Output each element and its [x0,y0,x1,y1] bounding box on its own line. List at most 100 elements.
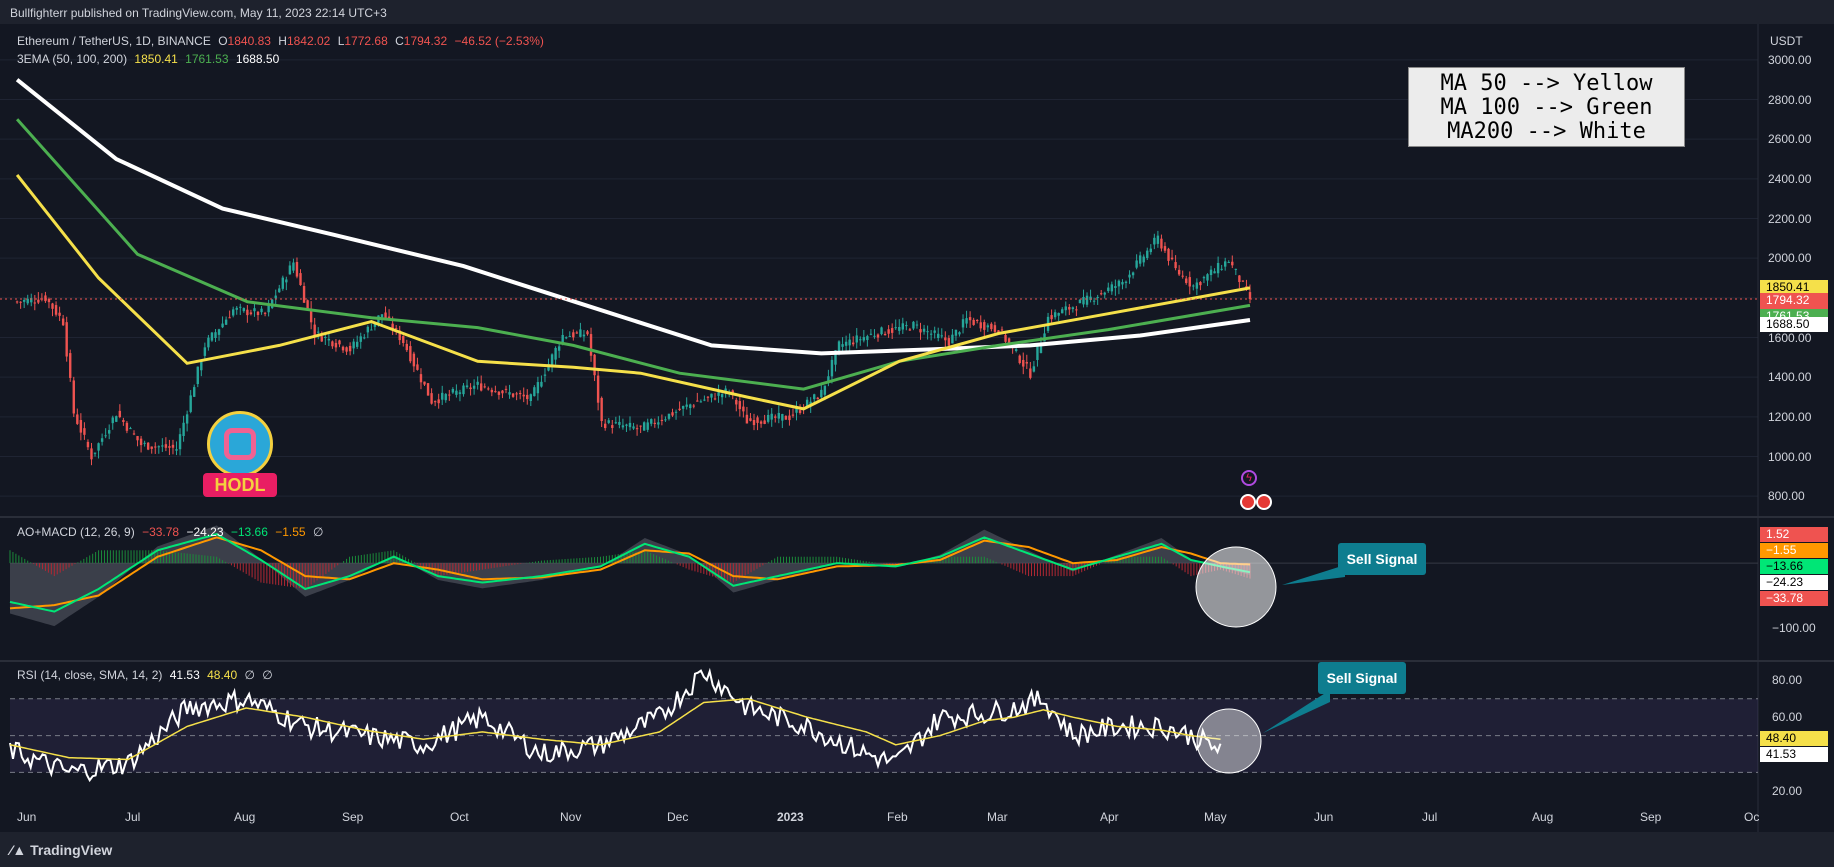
candle-body [1061,309,1064,314]
candle-body [451,389,455,393]
candle-body [511,393,515,397]
candle-body [717,392,720,396]
ema200-badge: 1688.50 [1760,316,1828,332]
time-tick-label: Feb [887,810,908,824]
candle-body [193,387,196,397]
candle-body [189,395,192,412]
candle-body [472,385,476,389]
candle-body [611,425,614,428]
candle-body [423,381,426,385]
candle-body [416,364,419,370]
candle-body [497,391,501,395]
candle-body [979,322,982,329]
candle-body [1181,275,1184,277]
candle-body [253,308,256,312]
macd-sell-signal-callout[interactable]: Sell Signal [1338,543,1426,575]
dividend-event-icon[interactable]: ϟ [1241,470,1257,486]
rsi-sell-signal-callout[interactable]: Sell Signal [1318,662,1406,694]
chart-canvas[interactable] [0,24,1834,832]
candle-body [582,334,586,337]
symbol-legend[interactable]: Ethereum / TetherUS, 1D, BINANCE O1840.8… [17,34,548,48]
candle-body [575,332,579,334]
time-tick-label: Jun [1314,810,1334,824]
candle-body [951,334,954,344]
flag-event-icon[interactable] [1240,494,1276,512]
chart-area[interactable] [0,24,1834,832]
candle-body [901,323,904,330]
ema50-line [15,173,1251,411]
candle-body [1121,282,1124,285]
candle-body [1100,293,1103,295]
candle-body [926,331,929,333]
candle-body [699,401,703,403]
tradingview-logo[interactable]: ⁄▲ TradingView [10,842,112,858]
macd-legend[interactable]: AO+MACD (12, 26, 9) −33.78 −24.23 −13.66… [17,525,327,539]
candle-body [550,354,554,366]
candle-body [1167,248,1170,261]
rsi-legend[interactable]: RSI (14, close, SMA, 14, 2) 41.53 48.40 … [17,668,277,682]
candle-body [139,438,143,446]
ema-legend[interactable]: 3EMA (50, 100, 200) 1850.41 1761.53 1688… [17,52,283,66]
rsi-value-3: ∅ [244,668,255,682]
candle-body [816,397,819,400]
candle-body [182,422,185,437]
candle-body [579,329,582,337]
macd-line [9,533,1251,613]
candle-body [1053,312,1057,318]
candle-body [678,408,681,411]
candle-body [650,419,653,424]
candle-body [774,416,777,418]
candle-body [929,333,933,335]
candle-body [777,412,780,419]
candle-body [260,308,263,313]
candle-body [912,321,915,329]
candle-body [150,446,153,449]
candle-body [1004,334,1007,342]
macd-tick-label: −100.00 [1772,620,1816,635]
candle-body [933,330,936,333]
candle-body [58,312,61,316]
candle-body [398,330,401,341]
macd-value-badge: −24.23 [1760,575,1828,590]
candle-body [1163,246,1167,251]
candle-body [458,392,462,394]
publish-header: Bullfighterr published on TradingView.co… [0,0,1834,26]
price-tick-label: 2200.00 [1768,211,1812,226]
tradingview-mark-icon: ⁄▲ [10,842,27,858]
high-label: H [278,34,287,48]
candle-body [348,345,352,352]
candle-body [720,394,724,398]
candle-body [1082,296,1085,305]
candle-body [660,419,664,421]
candle-body [437,399,440,404]
candle-body [1174,262,1177,269]
candle-body [1032,366,1036,372]
ma-color-note[interactable]: MA 50 --> Yellow MA 100 --> Green MA200 … [1408,67,1685,147]
candle-body [239,306,242,308]
candle-body [586,331,589,335]
candle-body [1022,359,1025,367]
candle-body [557,346,561,351]
candle-body [1238,275,1241,283]
candle-body [1071,307,1075,310]
candle-body [791,414,795,416]
macd-value-badge: −33.78 [1760,591,1828,606]
candle-body [352,341,355,349]
candle-body [965,318,968,324]
candle-body [164,444,168,448]
macd-callout-pointer [1282,565,1345,585]
candle-body [76,414,79,424]
candle-body [370,329,373,331]
price-tick-label: 2400.00 [1768,171,1812,186]
candle-body [508,392,511,395]
candle-body [448,394,451,396]
candle-body [813,394,816,400]
hodl-sticker[interactable]: HODL [203,411,281,503]
candle-body [61,318,65,326]
candle-body [522,394,525,397]
rsi-value-badge: 41.53 [1760,747,1828,762]
candle-body [373,322,377,327]
candle-body [894,327,897,329]
candle-body [540,381,543,387]
candle-body [90,448,93,460]
